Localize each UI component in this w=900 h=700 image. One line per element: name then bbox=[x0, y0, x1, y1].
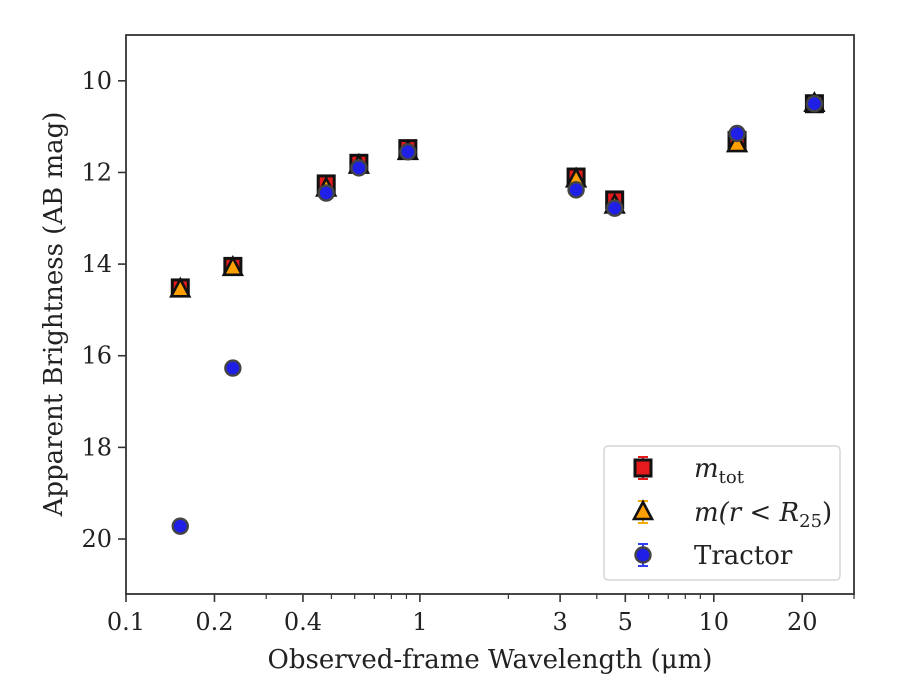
y-tick-label: 10 bbox=[81, 67, 112, 95]
triangle-series-point bbox=[221, 254, 245, 277]
legend-label-main: Tractor bbox=[694, 541, 793, 571]
legend-label-square: mtot bbox=[694, 454, 745, 488]
circle-series-point bbox=[567, 181, 585, 199]
x-axis-label: Observed-frame Wavelength (μm) bbox=[268, 645, 713, 675]
circle-series-point bbox=[728, 124, 746, 143]
triangle-series-point bbox=[169, 276, 192, 298]
x-tick-label: 20 bbox=[787, 608, 818, 636]
legend-label-tail: ) bbox=[822, 498, 832, 528]
circle-series-point bbox=[171, 517, 189, 535]
circle-series-point bbox=[224, 359, 242, 377]
x-tick-label: 1 bbox=[412, 608, 427, 636]
legend-label-triangle: m(r < R25) bbox=[694, 498, 832, 532]
x-tick-label: 3 bbox=[552, 608, 567, 636]
x-tick-label: 0.4 bbox=[284, 608, 322, 636]
y-tick-label: 20 bbox=[81, 525, 112, 553]
legend-label-main: m(r < R bbox=[694, 498, 799, 528]
legend-label-subscript: tot bbox=[719, 467, 745, 488]
circle-series-point bbox=[350, 159, 368, 177]
legend-square-marker bbox=[633, 458, 653, 478]
x-tick-label: 0.2 bbox=[195, 608, 233, 636]
data-markers bbox=[169, 90, 826, 535]
plot-frame bbox=[125, 34, 855, 595]
y-tick-label: 16 bbox=[81, 342, 112, 370]
x-tick-label: 5 bbox=[618, 608, 633, 636]
circle-series-point bbox=[805, 95, 824, 113]
circle-series-point bbox=[317, 184, 335, 202]
circle-series-point bbox=[605, 199, 624, 217]
legend-circle-marker bbox=[634, 546, 652, 564]
legend-box bbox=[603, 445, 841, 581]
y-tick-label: 14 bbox=[81, 250, 112, 278]
legend-label-main: m bbox=[694, 454, 719, 484]
legend: mtot m(r < R25) Tractor bbox=[603, 445, 841, 581]
legend-label-subscript: 25 bbox=[799, 511, 822, 532]
triangle-series-point bbox=[725, 131, 749, 153]
y-tick-label: 12 bbox=[81, 158, 112, 186]
x-tick-label: 10 bbox=[699, 608, 730, 636]
circle-series-point bbox=[399, 143, 417, 161]
x-tick-label: 0.1 bbox=[107, 608, 145, 636]
y-tick-label: 18 bbox=[81, 433, 112, 461]
y-axis-label: Apparent Brightness (AB mag) bbox=[39, 112, 69, 518]
legend-label-circle: Tractor bbox=[694, 541, 793, 571]
axis-ticks: 0.1 0.2 0.4 1 3 5 10 20 10 12 14 16 18 20 bbox=[81, 67, 855, 636]
legend-triangle-marker bbox=[631, 499, 655, 521]
